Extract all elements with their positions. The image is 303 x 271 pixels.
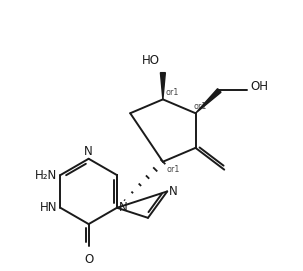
Text: or1: or1 [194, 102, 207, 111]
Text: H₂N: H₂N [35, 169, 57, 182]
Text: or1: or1 [166, 88, 179, 97]
Text: N: N [169, 185, 178, 198]
Text: HN: HN [40, 201, 57, 214]
Polygon shape [195, 89, 221, 113]
Text: or1: or1 [167, 165, 180, 174]
Polygon shape [160, 73, 165, 99]
Text: O: O [84, 253, 93, 266]
Text: HO: HO [142, 54, 160, 67]
Text: N: N [119, 201, 128, 214]
Text: OH: OH [250, 80, 268, 93]
Text: N: N [84, 145, 93, 158]
